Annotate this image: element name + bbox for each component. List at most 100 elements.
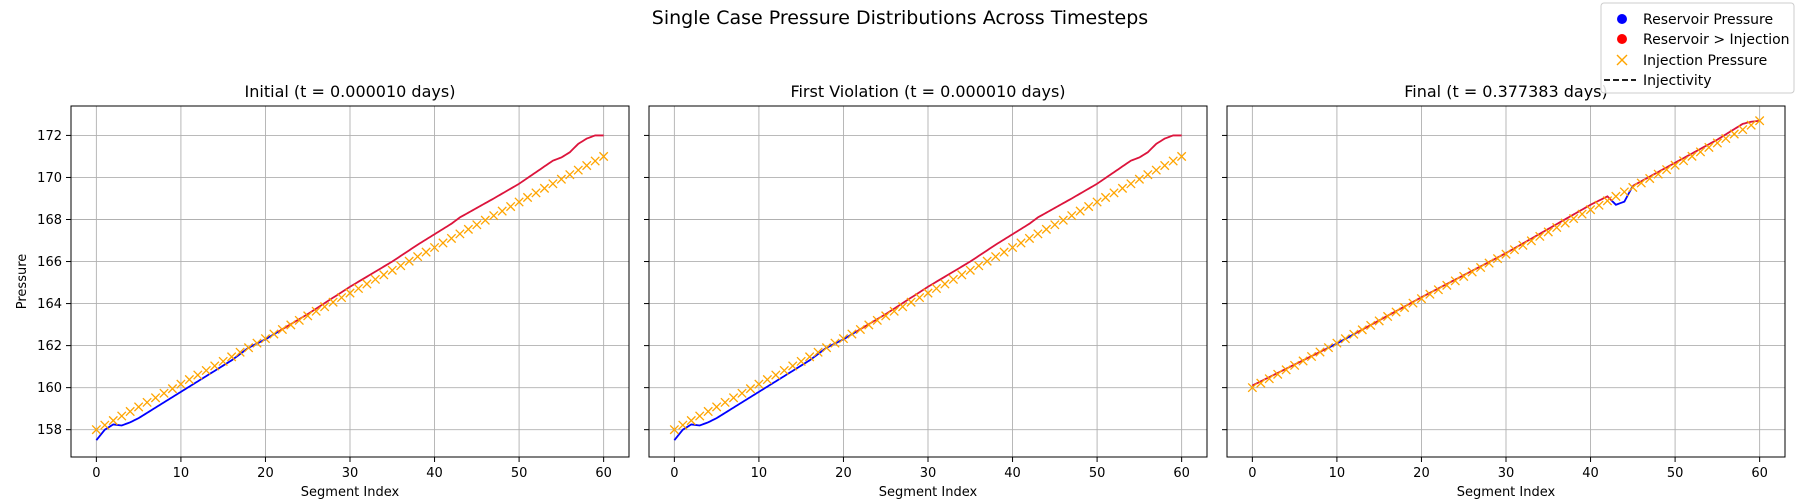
injection-pressure-point: [1109, 188, 1119, 198]
injection-pressure-point: [779, 365, 789, 376]
injection-pressure-point: [1176, 151, 1187, 162]
injection-pressure-point: [1151, 165, 1161, 175]
injection-pressure-point: [446, 233, 457, 244]
panel-final: Final (t = 0.377383 days) 0 10 20 30 40 50 60 Se…: [1222, 82, 1786, 500]
injection-pressure-point: [1568, 213, 1579, 224]
x-tick-label: 0: [92, 466, 100, 481]
injection-pressure-point: [1256, 378, 1266, 388]
injection-pressure-point: [1391, 307, 1401, 317]
x-tick-label: 0: [1248, 466, 1256, 481]
injection-pressure-point: [864, 320, 874, 330]
injection-pressure-point: [387, 265, 397, 275]
y-tick-label: 160: [37, 381, 62, 396]
x-tick-label: 0: [670, 466, 678, 481]
injection-pressure-point: [362, 279, 372, 289]
injection-pressure-point: [1160, 160, 1170, 171]
injection-pressure-point: [1315, 347, 1325, 357]
injection-pressure-point: [1442, 280, 1452, 290]
injection-pressure-point: [1058, 215, 1068, 225]
plot-frame: [648, 105, 1208, 458]
injection-pressure-point: [813, 347, 823, 357]
injection-pressure-point: [421, 247, 431, 257]
injection-pressure-point: [277, 324, 288, 335]
injection-pressure-point: [1349, 329, 1359, 339]
injection-pressure-point: [1100, 192, 1111, 203]
x-tick-label: 20: [257, 466, 274, 481]
injection-pressure-point: [1117, 183, 1128, 193]
injection-pressure-point: [1543, 227, 1553, 237]
x-tick-label: 10: [751, 466, 768, 481]
injection-pressure-point: [505, 201, 516, 212]
injection-pressure-point: [906, 297, 916, 307]
injection-pressure-point: [117, 411, 127, 421]
injection-pressure-point: [686, 415, 696, 426]
injection-pressure-point: [728, 393, 739, 403]
x-tick-label: 40: [1582, 466, 1599, 481]
x-tick-label: 50: [1667, 466, 1684, 481]
injection-pressure-point: [159, 388, 169, 398]
injection-pressure-point: [1594, 200, 1604, 210]
injection-pressure-point: [1729, 129, 1739, 139]
x-tick-label: 20: [835, 466, 852, 481]
injection-pressure-point: [311, 306, 321, 316]
x-tick-label: 60: [595, 466, 612, 481]
injection-pressure-point: [1092, 197, 1102, 207]
injection-pressure-point: [1636, 178, 1646, 188]
injection-pressure-point: [1560, 218, 1570, 228]
injection-pressure-point: [514, 197, 524, 207]
injection-pressure-point: [1661, 164, 1672, 175]
legend-label-violation: Reservoir > Injection: [1643, 32, 1790, 48]
injection-pressure-point: [133, 402, 144, 412]
injection-pressure-point: [788, 361, 798, 371]
injection-pressure-point: [1067, 210, 1077, 221]
figure-title: Single Case Pressure Distributions Acros…: [652, 7, 1148, 29]
injection-pressure-point: [1247, 382, 1258, 393]
injection-pressure-point: [1298, 356, 1308, 366]
injection-pressure-point: [931, 283, 942, 294]
y-tick-label: 170: [37, 171, 62, 186]
x-tick-label: 10: [1329, 466, 1346, 481]
injection-pressure-point: [193, 370, 203, 380]
injection-pressure-point: [1332, 338, 1342, 348]
injection-pressure-point: [1041, 224, 1052, 234]
injection-pressure-point: [855, 324, 866, 335]
legend-marker-violation: [1617, 34, 1627, 44]
injection-pressure-point: [1695, 147, 1706, 157]
injection-pressure-point: [125, 406, 135, 417]
reservoir-pressure-line: [1325, 332, 1357, 350]
injection-pressure-point: [548, 179, 558, 189]
injection-pressure-point: [669, 425, 680, 435]
injection-pressure-point: [1075, 206, 1085, 216]
injection-pressure-point: [336, 292, 347, 303]
injection-pressure-point: [796, 356, 806, 367]
injection-pressure-point: [1467, 267, 1477, 277]
injection-pressure-point: [91, 425, 102, 435]
injection-pressure-point: [1628, 182, 1638, 193]
injection-pressure-point: [1306, 351, 1317, 362]
injection-pressure-point: [1518, 240, 1528, 250]
injection-pressure-point: [745, 384, 756, 394]
injection-pressure-point: [1033, 229, 1043, 239]
injection-pressure-point: [396, 261, 406, 271]
injection-pressure-point: [294, 315, 304, 326]
y-tick-label: 164: [37, 297, 62, 312]
injection-pressure-point: [1016, 238, 1026, 248]
injection-pressure-point: [897, 302, 908, 312]
injection-pressure-point: [1754, 116, 1765, 126]
injection-pressure-point: [235, 347, 245, 357]
legend-label-reservoir: Reservoir Pressure: [1643, 12, 1773, 28]
injection-pressure-point: [582, 160, 592, 171]
injection-pressure-point: [303, 311, 313, 321]
injection-pressure-point: [167, 384, 178, 394]
injection-pressure-point: [108, 415, 118, 426]
injection-pressure-point: [678, 420, 688, 430]
injection-pressure-point: [948, 274, 959, 285]
injection-pressure-point: [1323, 342, 1334, 353]
injection-pressure-point: [1264, 374, 1274, 384]
y-tick-label: 168: [37, 213, 62, 228]
y-tick-label: 166: [37, 255, 62, 270]
injection-pressure-point: [838, 333, 849, 344]
x-tick-label: 30: [1498, 466, 1515, 481]
injection-pressure-point: [522, 192, 533, 203]
